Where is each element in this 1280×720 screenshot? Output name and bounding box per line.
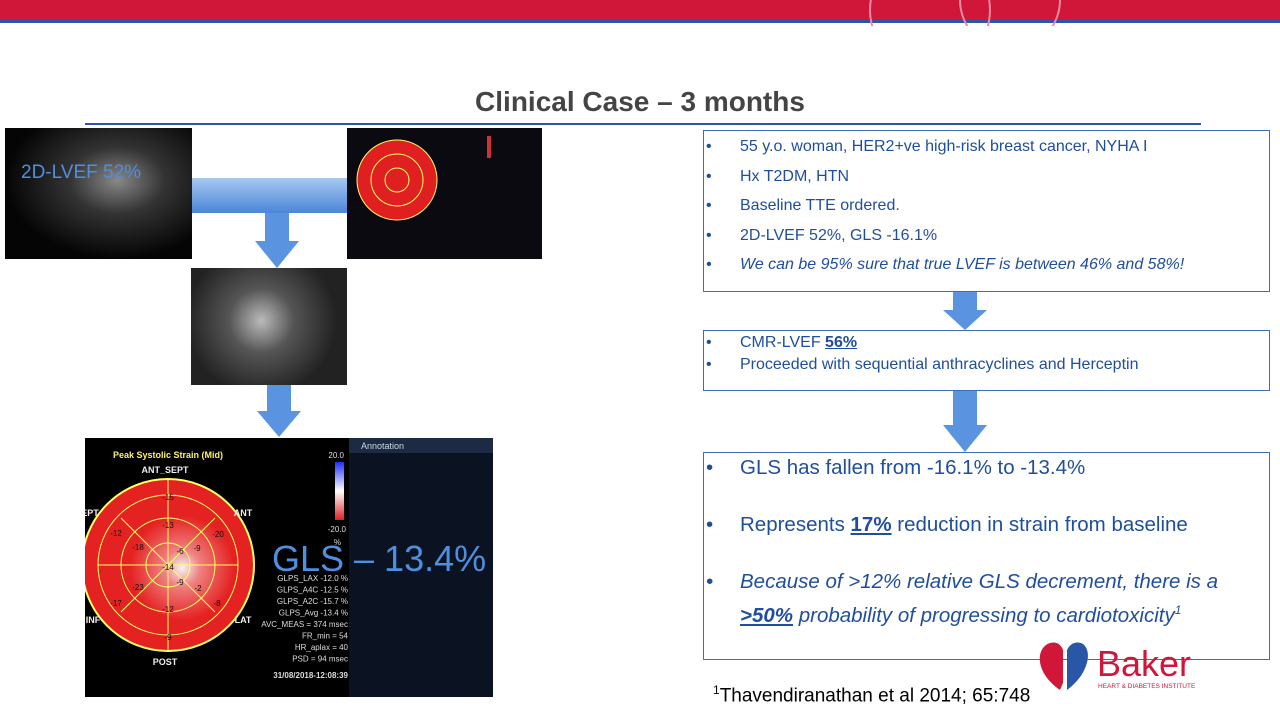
segment-value: -12: [110, 529, 122, 538]
top-banner: [0, 0, 1280, 26]
stat-line: PSD = 94 msec: [292, 655, 348, 664]
segment-value: -20: [212, 530, 224, 539]
segment-value: -9: [176, 578, 184, 587]
text: CMR-LVEF: [740, 334, 826, 351]
h-arrow: [192, 178, 347, 213]
emphasis: 56%: [825, 334, 858, 351]
box-history: 55 y.o. woman, HER2+ve high-risk breast …: [703, 130, 1270, 292]
footnote: 1Thavendiranathan et al 2014; 65:748: [713, 683, 1030, 707]
direction-label: ANT_SEPT: [141, 465, 189, 475]
footnote-marker: 1: [713, 683, 720, 697]
stat-line: GLPS_LAX -12.0 %: [277, 574, 348, 583]
logo-mark: [1039, 642, 1088, 690]
stat-line: HR_aplax = 40: [295, 643, 349, 652]
bullet: Hx T2DM, HTN: [706, 162, 1269, 192]
segment-value: -13: [162, 521, 174, 530]
gls-overlay: GLS – 13.4%: [272, 538, 487, 579]
bullet: Represents 17% reduction in strain from …: [706, 510, 1269, 539]
direction-label: ANT: [234, 508, 253, 518]
echo-image: 2D-LVEF 52%: [5, 128, 192, 259]
stat-line: GLPS_A2C -15.7 %: [277, 597, 348, 606]
title: Clinical Case – 3 months: [475, 86, 805, 117]
stat-line: AVC_MEAS = 374 msec: [261, 620, 348, 629]
segment-value: -15: [162, 493, 174, 502]
stat-line: GLPS_A4C -12.5 %: [277, 586, 348, 595]
direction-label: EPT: [85, 508, 99, 518]
footnote-text: Thavendiranathan et al 2014; 65:748: [719, 685, 1031, 707]
annotation-header: Annotation: [361, 441, 404, 451]
down-arrow: [943, 391, 987, 452]
segment-value: -2: [194, 584, 202, 593]
scale-bottom: -20.0: [328, 525, 347, 534]
bullet: Baseline TTE ordered.: [706, 191, 1269, 221]
segment-value: -9: [193, 544, 201, 553]
segment-value: -18: [132, 543, 144, 552]
direction-label: INF: [86, 615, 101, 625]
bullet: GLS has fallen from -16.1% to -13.4%: [706, 453, 1269, 482]
bullet: Because of >12% relative GLS decrement, …: [706, 567, 1269, 630]
emphasis: 17%: [850, 513, 892, 536]
bullet: CMR-LVEF 56%: [706, 332, 1269, 354]
segment-value: -23: [132, 583, 144, 592]
title-rule: [85, 123, 1201, 125]
segment-value: -17: [110, 599, 122, 608]
box-cmr: CMR-LVEF 56% Proceeded with sequential a…: [703, 330, 1270, 391]
scale-top: 20.0: [328, 451, 344, 460]
stat-line: GLPS_Avg -13.4 %: [279, 609, 348, 618]
citation: 1: [1174, 603, 1182, 617]
mri-image: [191, 268, 347, 385]
scale-unit: %: [334, 538, 341, 547]
text: probability of progressing to cardiotoxi…: [793, 603, 1175, 627]
bullet: Proceeded with sequential anthracyclines…: [706, 354, 1269, 376]
direction-label: POST: [153, 657, 178, 667]
segment-value: -14: [162, 563, 174, 572]
down-arrow: [255, 213, 299, 268]
logo-name: Baker: [1097, 643, 1192, 684]
echo-label: 2D-LVEF 52%: [21, 162, 142, 183]
bullet: We can be 95% sure that true LVEF is bet…: [706, 250, 1269, 280]
down-arrow: [943, 292, 987, 330]
text: reduction in strain from baseline: [891, 513, 1188, 536]
segment-value: -6: [176, 547, 184, 556]
text: Represents: [740, 513, 851, 536]
emphasis: >50%: [740, 603, 794, 627]
down-arrow: [257, 385, 301, 437]
segment-value: -9: [164, 633, 172, 642]
logo-tagline: HEART & DIABETES INSTITUTE: [1098, 683, 1196, 690]
bullet: 2D-LVEF 52%, GLS -16.1%: [706, 221, 1269, 251]
timestamp: 31/08/2018-12:08:39: [273, 671, 348, 680]
strain-map: Peak Systolic Strain (Mid) Annotation 20…: [85, 438, 493, 697]
bullet: 55 y.o. woman, HER2+ve high-risk breast …: [706, 132, 1269, 162]
strain-title: Peak Systolic Strain (Mid): [113, 450, 223, 460]
strain-thumb: [347, 128, 542, 259]
segment-value: -12: [162, 605, 174, 614]
box-gls: GLS has fallen from -16.1% to -13.4% Rep…: [703, 452, 1270, 660]
text: Because of >12% relative GLS decrement, …: [740, 570, 1219, 593]
segment-value: -8: [213, 599, 221, 608]
stat-line: FR_min = 54: [302, 632, 349, 641]
direction-label: LAT: [235, 615, 252, 625]
